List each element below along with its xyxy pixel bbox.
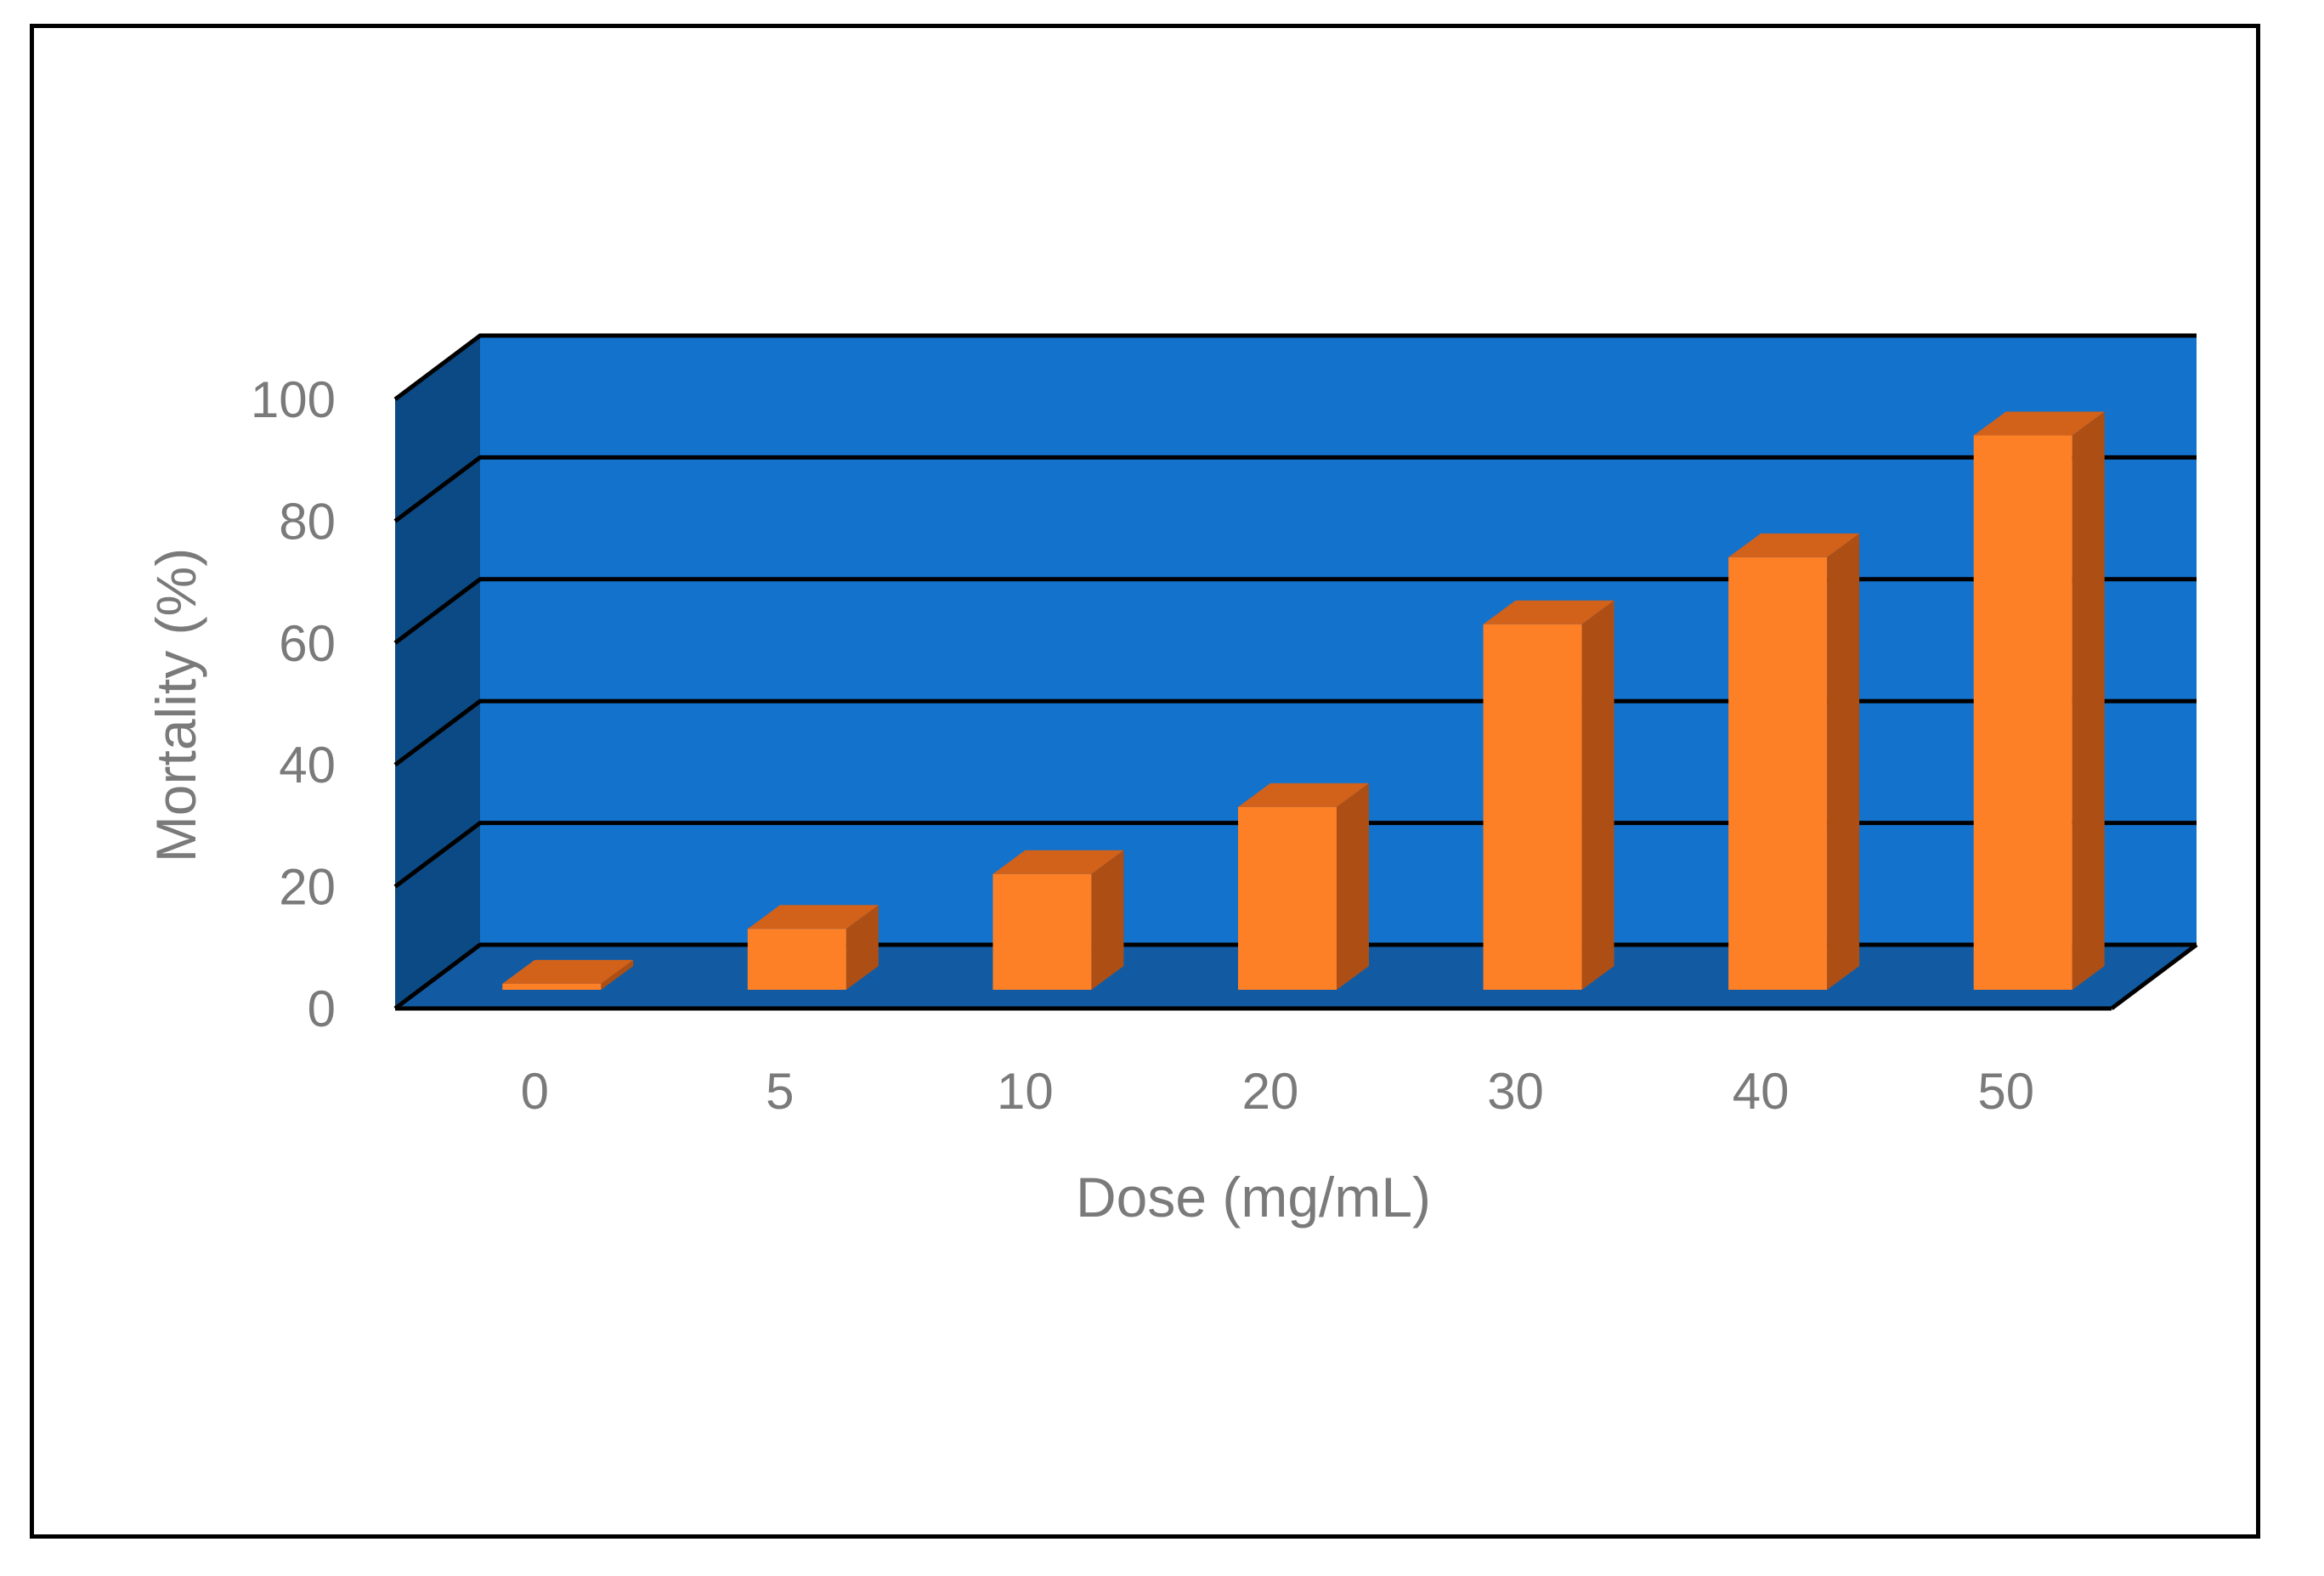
bar-top-face: [1973, 411, 2105, 436]
bar: [502, 959, 634, 990]
bar-side-face: [601, 959, 634, 990]
y-tick-label: 100: [251, 371, 336, 428]
x-tick-labels: 0 5 10 20 30 40 50: [521, 1063, 2034, 1120]
gridline: [393, 333, 2197, 401]
x-tick-label: 10: [997, 1063, 1054, 1120]
x-tick-label: 5: [766, 1063, 794, 1120]
bar-top-face: [1238, 782, 1369, 807]
bar: [992, 850, 1124, 990]
y-tick-label: 40: [279, 737, 336, 794]
x-tick-label: 20: [1242, 1063, 1299, 1120]
floor-right-edge: [2110, 943, 2198, 1010]
bar-top-face: [747, 905, 879, 929]
gridline: [393, 455, 2197, 523]
gridlines: [393, 333, 2198, 1011]
bar-side-face: [1091, 850, 1124, 990]
bar-top-face: [1728, 533, 1860, 557]
bar: [1973, 411, 2105, 990]
bar: [1483, 600, 1614, 990]
bar-side-face: [845, 905, 879, 990]
bar-side-face: [1337, 782, 1369, 990]
bar-top-face: [1483, 600, 1614, 624]
x-tick-label: 50: [1977, 1063, 2034, 1120]
gridline: [393, 821, 2197, 889]
y-tick-label: 80: [279, 493, 336, 550]
bars: [502, 411, 2105, 990]
bar-top-face: [502, 959, 634, 984]
bar-front-face: [1483, 624, 1582, 990]
bar-side-face: [1581, 600, 1614, 990]
bar-front-face: [992, 873, 1092, 990]
gridline: [393, 698, 2197, 767]
gridline: [393, 942, 2197, 1010]
bar-side-face: [2072, 411, 2105, 990]
bar-front-face: [1728, 556, 1828, 990]
bar: [747, 905, 879, 990]
bar-front-face: [1238, 806, 1337, 990]
gridline: [393, 577, 2197, 645]
y-tick-label: 20: [279, 859, 336, 916]
bar-front-face: [747, 929, 846, 990]
y-tick-label: 60: [279, 615, 336, 672]
bar: [1238, 782, 1369, 990]
bar-front-face: [1973, 435, 2072, 990]
bar-front-face: [502, 983, 602, 990]
x-tick-label: 40: [1733, 1063, 1790, 1120]
x-axis-title: Dose (mg/mL): [1076, 1166, 1431, 1229]
bar-side-face: [1827, 533, 1860, 990]
bar-top-face: [992, 850, 1124, 874]
x-tick-label: 0: [521, 1063, 549, 1120]
y-tick-label: 0: [308, 980, 336, 1037]
y-axis-title: Mortality (%): [144, 548, 207, 862]
side-wall: [395, 336, 480, 1008]
y-tick-labels: 0 20 40 60 80 100: [251, 371, 336, 1037]
x-tick-label: 30: [1487, 1063, 1544, 1120]
bar: [1728, 533, 1860, 990]
